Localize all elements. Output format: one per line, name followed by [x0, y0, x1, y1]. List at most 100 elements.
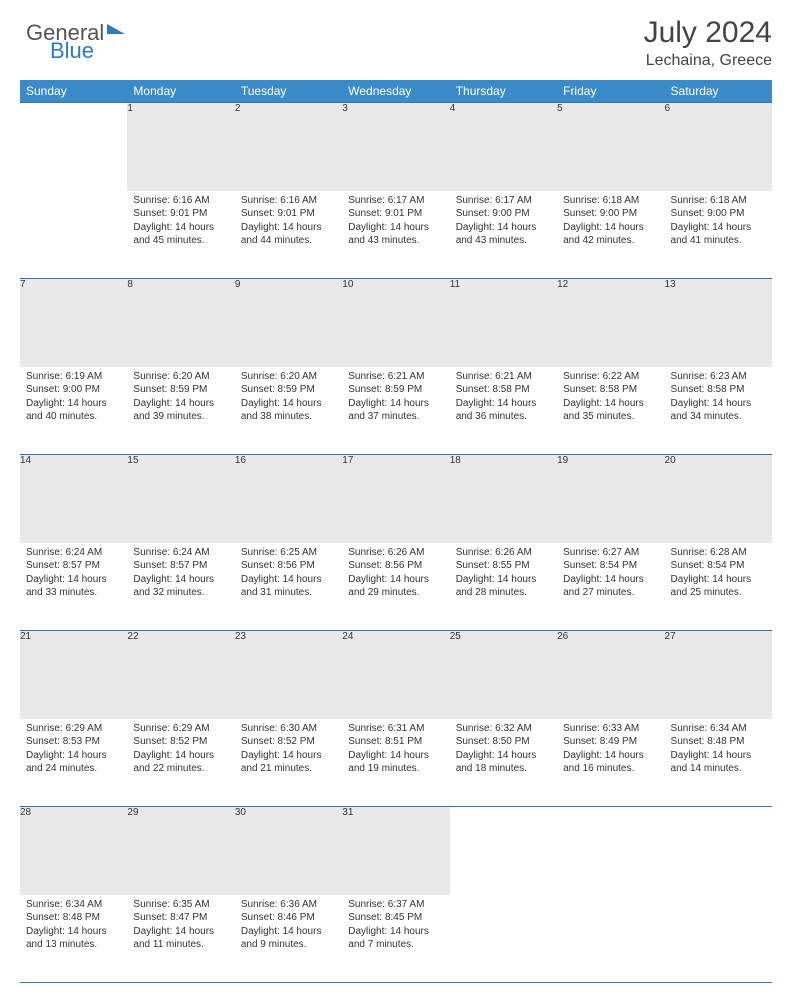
sunrise-text: Sunrise: 6:25 AM [241, 546, 336, 560]
sunset-text: Sunset: 8:51 PM [348, 735, 443, 749]
daylight-text: Daylight: 14 hours and 11 minutes. [133, 925, 228, 952]
sunset-text: Sunset: 8:59 PM [348, 383, 443, 397]
day-cell: Sunrise: 6:17 AMSunset: 9:01 PMDaylight:… [342, 191, 449, 279]
page-header: General Blue July 2024 Lechaina, Greece [20, 16, 772, 70]
title-block: July 2024 Lechaina, Greece [644, 16, 772, 70]
day-cell: Sunrise: 6:31 AMSunset: 8:51 PMDaylight:… [342, 719, 449, 807]
brand-logo: General Blue [26, 22, 125, 62]
day-number-cell: 24 [342, 631, 449, 719]
daylight-text: Daylight: 14 hours and 45 minutes. [133, 221, 228, 248]
daylight-text: Daylight: 14 hours and 44 minutes. [241, 221, 336, 248]
sunrise-text: Sunrise: 6:33 AM [563, 722, 658, 736]
triangle-icon [107, 24, 125, 34]
day-cell: Sunrise: 6:22 AMSunset: 8:58 PMDaylight:… [557, 367, 664, 455]
daylight-text: Daylight: 14 hours and 14 minutes. [671, 749, 766, 776]
weekday-header: Tuesday [235, 80, 342, 103]
day-cell [20, 191, 127, 279]
daylight-text: Daylight: 14 hours and 21 minutes. [241, 749, 336, 776]
daylight-text: Daylight: 14 hours and 18 minutes. [456, 749, 551, 776]
sunrise-text: Sunrise: 6:24 AM [133, 546, 228, 560]
sunrise-text: Sunrise: 6:21 AM [348, 370, 443, 384]
sunset-text: Sunset: 8:52 PM [241, 735, 336, 749]
day-cell: Sunrise: 6:30 AMSunset: 8:52 PMDaylight:… [235, 719, 342, 807]
sunrise-text: Sunrise: 6:16 AM [241, 194, 336, 208]
day-number-cell: 31 [342, 807, 449, 895]
day-number-cell: 22 [127, 631, 234, 719]
day-number-cell: 15 [127, 455, 234, 543]
logo-text-blue: Blue [50, 40, 125, 62]
day-number-cell: 19 [557, 455, 664, 543]
day-number-row: 14151617181920 [20, 455, 772, 543]
sunset-text: Sunset: 8:58 PM [563, 383, 658, 397]
sunset-text: Sunset: 8:58 PM [456, 383, 551, 397]
day-number-cell: 13 [665, 279, 772, 367]
weekday-header: Saturday [665, 80, 772, 103]
sunset-text: Sunset: 8:58 PM [671, 383, 766, 397]
sunset-text: Sunset: 8:57 PM [26, 559, 121, 573]
sunset-text: Sunset: 9:00 PM [563, 207, 658, 221]
day-number-cell: 2 [235, 103, 342, 191]
day-cell: Sunrise: 6:34 AMSunset: 8:48 PMDaylight:… [20, 895, 127, 983]
day-number-cell: 23 [235, 631, 342, 719]
month-title: July 2024 [644, 16, 772, 50]
sunrise-text: Sunrise: 6:16 AM [133, 194, 228, 208]
sunrise-text: Sunrise: 6:26 AM [348, 546, 443, 560]
day-cell: Sunrise: 6:27 AMSunset: 8:54 PMDaylight:… [557, 543, 664, 631]
day-cell: Sunrise: 6:18 AMSunset: 9:00 PMDaylight:… [665, 191, 772, 279]
daylight-text: Daylight: 14 hours and 34 minutes. [671, 397, 766, 424]
day-content-row: Sunrise: 6:34 AMSunset: 8:48 PMDaylight:… [20, 895, 772, 983]
day-cell: Sunrise: 6:25 AMSunset: 8:56 PMDaylight:… [235, 543, 342, 631]
sunset-text: Sunset: 8:59 PM [241, 383, 336, 397]
sunset-text: Sunset: 8:48 PM [671, 735, 766, 749]
day-number-cell: 29 [127, 807, 234, 895]
day-number-cell: 30 [235, 807, 342, 895]
daylight-text: Daylight: 14 hours and 31 minutes. [241, 573, 336, 600]
day-number-row: 78910111213 [20, 279, 772, 367]
daylight-text: Daylight: 14 hours and 41 minutes. [671, 221, 766, 248]
daylight-text: Daylight: 14 hours and 13 minutes. [26, 925, 121, 952]
day-cell: Sunrise: 6:28 AMSunset: 8:54 PMDaylight:… [665, 543, 772, 631]
day-cell: Sunrise: 6:37 AMSunset: 8:45 PMDaylight:… [342, 895, 449, 983]
day-cell: Sunrise: 6:32 AMSunset: 8:50 PMDaylight:… [450, 719, 557, 807]
day-number-cell [557, 807, 664, 895]
day-content-row: Sunrise: 6:19 AMSunset: 9:00 PMDaylight:… [20, 367, 772, 455]
day-number-cell: 11 [450, 279, 557, 367]
sunset-text: Sunset: 9:01 PM [348, 207, 443, 221]
sunrise-text: Sunrise: 6:18 AM [563, 194, 658, 208]
location-label: Lechaina, Greece [644, 52, 772, 70]
day-number-cell: 9 [235, 279, 342, 367]
sunset-text: Sunset: 8:59 PM [133, 383, 228, 397]
day-cell: Sunrise: 6:21 AMSunset: 8:58 PMDaylight:… [450, 367, 557, 455]
sunset-text: Sunset: 8:55 PM [456, 559, 551, 573]
daylight-text: Daylight: 14 hours and 42 minutes. [563, 221, 658, 248]
calendar-page: General Blue July 2024 Lechaina, Greece … [0, 0, 792, 999]
day-cell: Sunrise: 6:18 AMSunset: 9:00 PMDaylight:… [557, 191, 664, 279]
daylight-text: Daylight: 14 hours and 16 minutes. [563, 749, 658, 776]
sunrise-text: Sunrise: 6:31 AM [348, 722, 443, 736]
sunset-text: Sunset: 9:00 PM [26, 383, 121, 397]
daylight-text: Daylight: 14 hours and 35 minutes. [563, 397, 658, 424]
sunrise-text: Sunrise: 6:17 AM [348, 194, 443, 208]
sunrise-text: Sunrise: 6:17 AM [456, 194, 551, 208]
daylight-text: Daylight: 14 hours and 39 minutes. [133, 397, 228, 424]
daylight-text: Daylight: 14 hours and 25 minutes. [671, 573, 766, 600]
daylight-text: Daylight: 14 hours and 27 minutes. [563, 573, 658, 600]
sunrise-text: Sunrise: 6:20 AM [133, 370, 228, 384]
daylight-text: Daylight: 14 hours and 29 minutes. [348, 573, 443, 600]
weekday-header: Friday [557, 80, 664, 103]
day-cell: Sunrise: 6:20 AMSunset: 8:59 PMDaylight:… [235, 367, 342, 455]
sunset-text: Sunset: 8:53 PM [26, 735, 121, 749]
sunset-text: Sunset: 8:52 PM [133, 735, 228, 749]
day-number-cell: 17 [342, 455, 449, 543]
day-number-cell: 26 [557, 631, 664, 719]
sunset-text: Sunset: 8:56 PM [241, 559, 336, 573]
calendar-table: Sunday Monday Tuesday Wednesday Thursday… [20, 80, 772, 983]
day-number-cell [665, 807, 772, 895]
sunrise-text: Sunrise: 6:35 AM [133, 898, 228, 912]
day-number-cell [20, 103, 127, 191]
day-number-cell: 1 [127, 103, 234, 191]
daylight-text: Daylight: 14 hours and 43 minutes. [348, 221, 443, 248]
daylight-text: Daylight: 14 hours and 43 minutes. [456, 221, 551, 248]
sunrise-text: Sunrise: 6:27 AM [563, 546, 658, 560]
day-cell: Sunrise: 6:19 AMSunset: 9:00 PMDaylight:… [20, 367, 127, 455]
